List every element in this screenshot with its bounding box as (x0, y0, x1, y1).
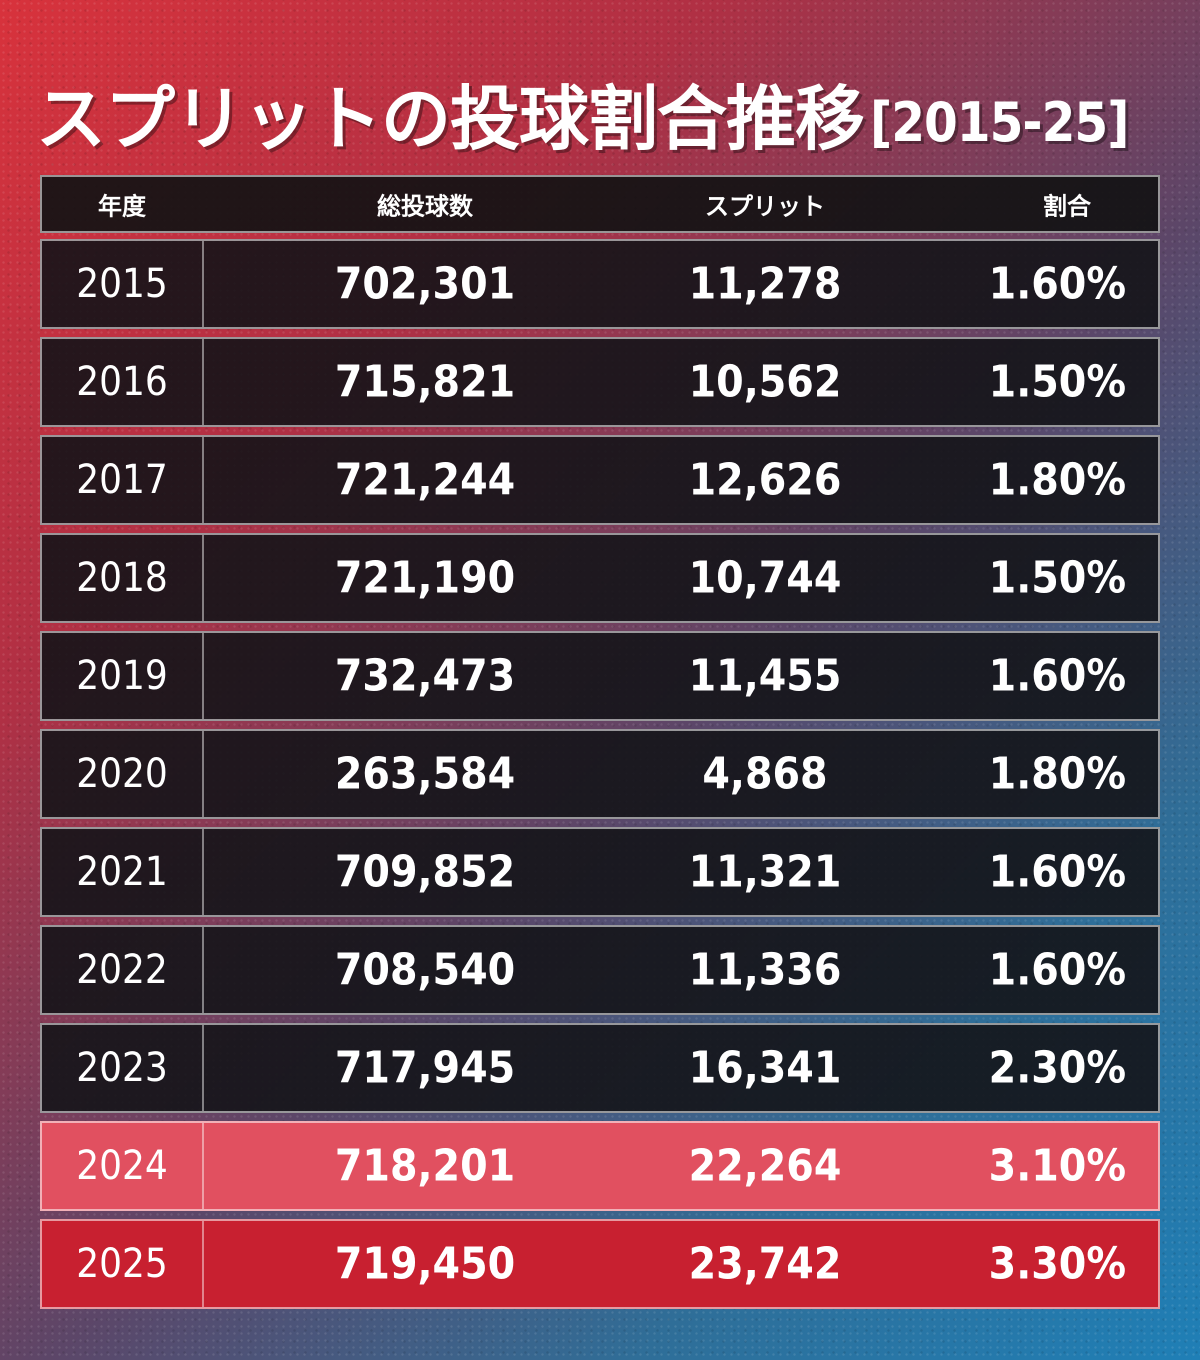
cell-ratio: 3.30% (988, 1238, 1126, 1290)
column-divider (202, 1025, 204, 1111)
cell-total-pitches: 717,945 (334, 1042, 516, 1094)
cell-total-pitches: 721,244 (334, 454, 516, 506)
cell-total-pitches: 718,201 (334, 1140, 516, 1192)
table-row: 2020 263,584 4,868 1.80% (40, 729, 1160, 819)
table-row: 2022 708,540 11,336 1.60% (40, 925, 1160, 1015)
table-row: 2018 721,190 10,744 1.50% (40, 533, 1160, 623)
cell-ratio: 1.80% (988, 748, 1126, 800)
cell-year: 2021 (76, 849, 168, 895)
column-divider (202, 731, 204, 817)
cell-split-count: 11,278 (688, 258, 842, 310)
page-title: スプリットの投球割合推移 [2015-25] (36, 64, 1129, 160)
cell-year: 2019 (76, 653, 168, 699)
cell-ratio: 1.80% (988, 454, 1126, 506)
column-divider (202, 1221, 204, 1307)
split-ratio-table: 年度 総投球数 スプリット 割合 2015 702,301 11,278 1.60% 2… (40, 175, 1160, 1317)
column-divider (202, 1123, 204, 1209)
column-divider (202, 339, 204, 425)
cell-total-pitches: 702,301 (334, 258, 516, 310)
table-row: 2016 715,821 10,562 1.50% (40, 337, 1160, 427)
cell-ratio: 3.10% (988, 1140, 1126, 1192)
cell-year: 2020 (76, 751, 168, 797)
header-split: スプリット (705, 192, 825, 221)
cell-year: 2023 (76, 1045, 168, 1091)
column-divider (202, 829, 204, 915)
column-divider (202, 437, 204, 523)
cell-split-count: 12,626 (688, 454, 842, 506)
cell-split-count: 4,868 (702, 748, 828, 800)
table-row: 2023 717,945 16,341 2.30% (40, 1023, 1160, 1113)
table-row: 2021 709,852 11,321 1.60% (40, 827, 1160, 917)
cell-total-pitches: 708,540 (334, 944, 516, 996)
column-divider (202, 633, 204, 719)
cell-total-pitches: 709,852 (334, 846, 516, 898)
cell-ratio: 1.60% (988, 650, 1126, 702)
table-row: 2015 702,301 11,278 1.60% (40, 239, 1160, 329)
table-row: 2017 721,244 12,626 1.80% (40, 435, 1160, 525)
cell-year: 2017 (76, 457, 168, 503)
cell-ratio: 1.60% (988, 846, 1126, 898)
header-total-pitches: 総投球数 (377, 192, 473, 221)
cell-split-count: 23,742 (688, 1238, 842, 1290)
cell-ratio: 1.60% (988, 944, 1126, 996)
cell-split-count: 11,455 (688, 650, 842, 702)
cell-year: 2022 (76, 947, 168, 993)
cell-ratio: 1.50% (988, 552, 1126, 604)
cell-year: 2024 (76, 1143, 168, 1189)
cell-year: 2016 (76, 359, 168, 405)
cell-total-pitches: 715,821 (334, 356, 516, 408)
cell-total-pitches: 732,473 (334, 650, 516, 702)
table-body: 2015 702,301 11,278 1.60% 2016 715,821 10,562 1… (40, 239, 1160, 1309)
cell-year: 2015 (76, 261, 168, 307)
cell-split-count: 16,341 (688, 1042, 842, 1094)
table-row: 2019 732,473 11,455 1.60% (40, 631, 1160, 721)
cell-year: 2018 (76, 555, 168, 601)
cell-ratio: 1.50% (988, 356, 1126, 408)
table-row: 2025 719,450 23,742 3.30% (40, 1219, 1160, 1309)
title-main: スプリットの投球割合推移 (36, 78, 865, 160)
cell-total-pitches: 263,584 (334, 748, 516, 800)
column-divider (202, 535, 204, 621)
cell-split-count: 11,321 (688, 846, 842, 898)
cell-ratio: 1.60% (988, 258, 1126, 310)
table-header: 年度 総投球数 スプリット 割合 (40, 175, 1160, 233)
cell-split-count: 10,744 (688, 552, 842, 604)
header-ratio: 割合 (1043, 192, 1091, 221)
cell-split-count: 11,336 (688, 944, 842, 996)
column-divider (202, 927, 204, 1013)
cell-total-pitches: 719,450 (334, 1238, 516, 1290)
header-year: 年度 (98, 192, 146, 221)
cell-ratio: 2.30% (988, 1042, 1126, 1094)
cell-total-pitches: 721,190 (334, 552, 516, 604)
cell-split-count: 10,562 (688, 356, 842, 408)
title-range: [2015-25] (870, 91, 1129, 154)
cell-split-count: 22,264 (688, 1140, 842, 1192)
table-row: 2024 718,201 22,264 3.10% (40, 1121, 1160, 1211)
cell-year: 2025 (76, 1241, 168, 1287)
column-divider (202, 241, 204, 327)
